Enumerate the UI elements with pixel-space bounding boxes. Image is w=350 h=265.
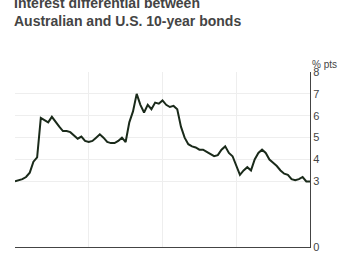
svg-text:3: 3: [313, 175, 319, 187]
svg-text:5: 5: [313, 131, 319, 143]
svg-text:6: 6: [313, 110, 319, 122]
svg-text:Interest differential betweenA: Interest differential betweenAustralian …: [14, 0, 241, 29]
svg-text:7: 7: [313, 88, 319, 100]
svg-text:4: 4: [313, 153, 319, 165]
svg-text:% pts: % pts: [312, 59, 337, 70]
svg-text:0: 0: [313, 241, 319, 253]
svg-text:8: 8: [313, 66, 319, 78]
